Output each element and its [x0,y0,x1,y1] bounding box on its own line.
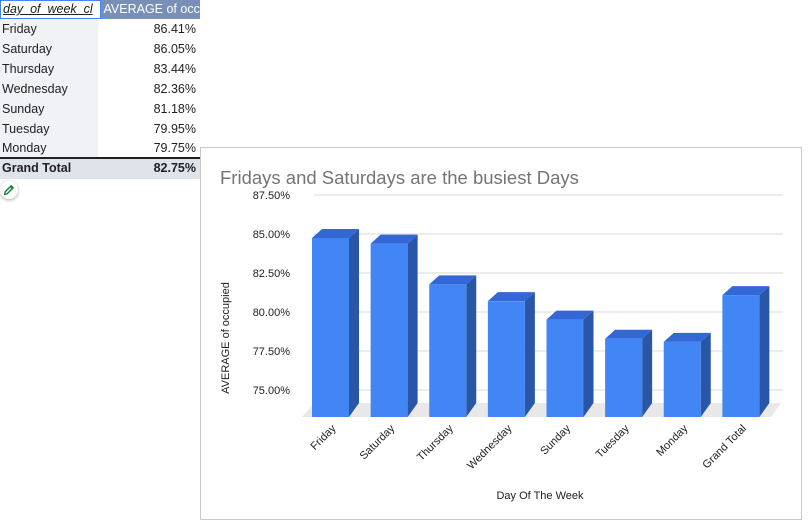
table-row[interactable]: Saturday 86.05% [0,39,200,59]
row-label[interactable]: Saturday [0,39,98,59]
pivot-header-average[interactable]: AVERAGE of occ [100,0,200,19]
pivot-header-day[interactable]: day_of_week_cl [0,0,101,19]
chart-title: Fridays and Saturdays are the busiest Da… [220,167,579,188]
y-tick-label: 75.00% [253,385,291,397]
table-row[interactable]: Tuesday 79.95% [0,119,200,139]
y-tick-label: 85.00% [253,229,291,241]
bar-side [466,275,477,417]
x-tick-label: Thursday [415,422,456,463]
bar-top [605,329,653,339]
row-label[interactable]: Tuesday [0,119,98,139]
table-row[interactable]: Monday 79.75% [0,139,200,157]
bar [487,301,525,417]
bar-side [524,292,535,417]
table-row[interactable]: Wednesday 82.36% [0,79,200,99]
table-row[interactable]: Sunday 81.18% [0,99,200,119]
row-value[interactable]: 79.95% [98,119,200,139]
row-label[interactable]: Wednesday [0,79,98,99]
x-axis-title: Day Of The Week [496,490,584,502]
pivot-header-row: day_of_week_cl AVERAGE of occ [0,0,200,19]
grand-total-value[interactable]: 82.75% [153,161,196,175]
y-tick-label: 82.50% [253,268,291,280]
table-row[interactable]: Thursday 83.44% [0,59,200,79]
bar-top [663,332,711,342]
x-tick-label: Sunday [538,422,573,457]
grand-total-row[interactable]: Grand Total 82.75% [0,157,200,179]
row-value[interactable]: 79.75% [98,139,200,157]
bar [312,238,349,417]
bar [370,243,408,417]
row-value[interactable]: 86.41% [98,19,200,39]
bar-top [722,286,770,296]
bar-side [407,234,418,417]
bar-side [349,229,359,417]
row-value[interactable]: 82.36% [98,79,200,99]
row-label[interactable]: Thursday [0,59,98,79]
y-tick-label: 77.50% [253,346,291,358]
chart-card[interactable]: Fridays and Saturdays are the busiest Da… [200,147,802,520]
bar-top [370,234,418,244]
chart-floor [302,403,781,417]
bar [605,338,643,417]
y-tick-label: 87.50% [253,190,291,202]
bar [429,284,467,417]
bar-side [759,286,770,417]
row-label[interactable]: Friday [0,19,98,39]
pencil-icon [3,185,14,196]
y-tick-label: 80.00% [253,307,291,319]
row-value[interactable]: 81.18% [98,99,200,119]
y-axis-title: AVERAGE of occupied [220,282,232,394]
grand-total-label[interactable]: Grand Total [2,161,72,175]
bar-top [429,275,477,285]
bar [546,319,584,417]
edit-pivot-button[interactable] [0,181,18,199]
x-tick-label: Grand Total [700,423,749,472]
bar [722,295,760,417]
bar-side [583,310,594,417]
bar-top [546,310,594,320]
row-label[interactable]: Sunday [0,99,98,119]
x-tick-label: Monday [654,422,691,459]
table-row[interactable]: Friday 86.41% [0,19,200,39]
x-tick-label: Tuesday [594,422,632,460]
bar [663,341,701,417]
bar-side [642,329,653,417]
bar-top [487,292,535,302]
bar-top [312,229,359,239]
bar-side [700,332,711,417]
x-tick-label: Saturday [358,422,398,462]
row-value[interactable]: 86.05% [98,39,200,59]
x-tick-label: Wednesday [465,422,515,472]
x-tick-label: Friday [309,422,339,452]
pivot-table: day_of_week_cl AVERAGE of occ Friday 86.… [0,0,200,179]
bar-chart: 75.00% 77.50% 80.00% 82.50% 85.00% 87.50% Frid… [220,190,783,502]
row-label[interactable]: Monday [0,139,98,157]
row-value[interactable]: 83.44% [98,59,200,79]
